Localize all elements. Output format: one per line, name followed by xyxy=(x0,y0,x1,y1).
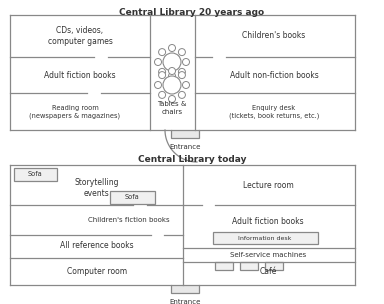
Bar xyxy=(14,168,57,181)
Text: Entrance: Entrance xyxy=(169,144,201,150)
Circle shape xyxy=(159,92,166,98)
Text: Café: Café xyxy=(259,268,277,277)
Circle shape xyxy=(154,58,162,65)
Text: Sofa: Sofa xyxy=(28,171,42,177)
Text: Adult fiction books: Adult fiction books xyxy=(44,71,116,80)
Bar xyxy=(265,262,283,270)
Text: Children's fiction books: Children's fiction books xyxy=(88,217,170,223)
Circle shape xyxy=(179,49,185,56)
Circle shape xyxy=(159,49,166,56)
Text: Storytelling
events: Storytelling events xyxy=(75,178,119,198)
Text: Sofa: Sofa xyxy=(125,194,139,200)
Circle shape xyxy=(179,68,185,75)
Bar xyxy=(171,285,199,293)
Bar xyxy=(110,191,155,204)
Text: Reading room
(newspapers & magazines): Reading room (newspapers & magazines) xyxy=(30,105,121,119)
Circle shape xyxy=(163,53,181,71)
Circle shape xyxy=(182,58,189,65)
Circle shape xyxy=(169,72,175,80)
Text: Central Library 20 years ago: Central Library 20 years ago xyxy=(119,8,265,17)
Circle shape xyxy=(154,81,162,88)
Circle shape xyxy=(179,92,185,98)
Text: Adult fiction books: Adult fiction books xyxy=(232,217,304,226)
Text: Information desk: Information desk xyxy=(238,236,292,240)
Text: CDs, videos,
computer games: CDs, videos, computer games xyxy=(48,26,113,46)
Text: Self-service machines: Self-service machines xyxy=(230,252,306,258)
Bar xyxy=(240,262,258,270)
Bar xyxy=(171,130,199,138)
Text: Computer room: Computer room xyxy=(67,267,127,275)
Text: Tables &
chairs: Tables & chairs xyxy=(157,102,187,115)
Text: Lecture room: Lecture room xyxy=(243,181,293,189)
Text: All reference books: All reference books xyxy=(60,241,134,250)
Circle shape xyxy=(169,67,175,74)
Text: Entrance: Entrance xyxy=(169,299,201,304)
Circle shape xyxy=(159,68,166,75)
Circle shape xyxy=(163,76,181,94)
Circle shape xyxy=(169,44,175,51)
Text: Children's books: Children's books xyxy=(242,32,306,40)
Text: Central Library today: Central Library today xyxy=(138,155,246,164)
Bar xyxy=(213,232,318,244)
Bar xyxy=(215,262,233,270)
Circle shape xyxy=(179,72,185,79)
Text: Adult non-fiction books: Adult non-fiction books xyxy=(230,71,318,80)
Circle shape xyxy=(182,81,189,88)
Text: Enquiry desk
(tickets, book returns, etc.): Enquiry desk (tickets, book returns, etc… xyxy=(229,105,319,119)
Circle shape xyxy=(159,72,166,79)
Circle shape xyxy=(169,95,175,102)
